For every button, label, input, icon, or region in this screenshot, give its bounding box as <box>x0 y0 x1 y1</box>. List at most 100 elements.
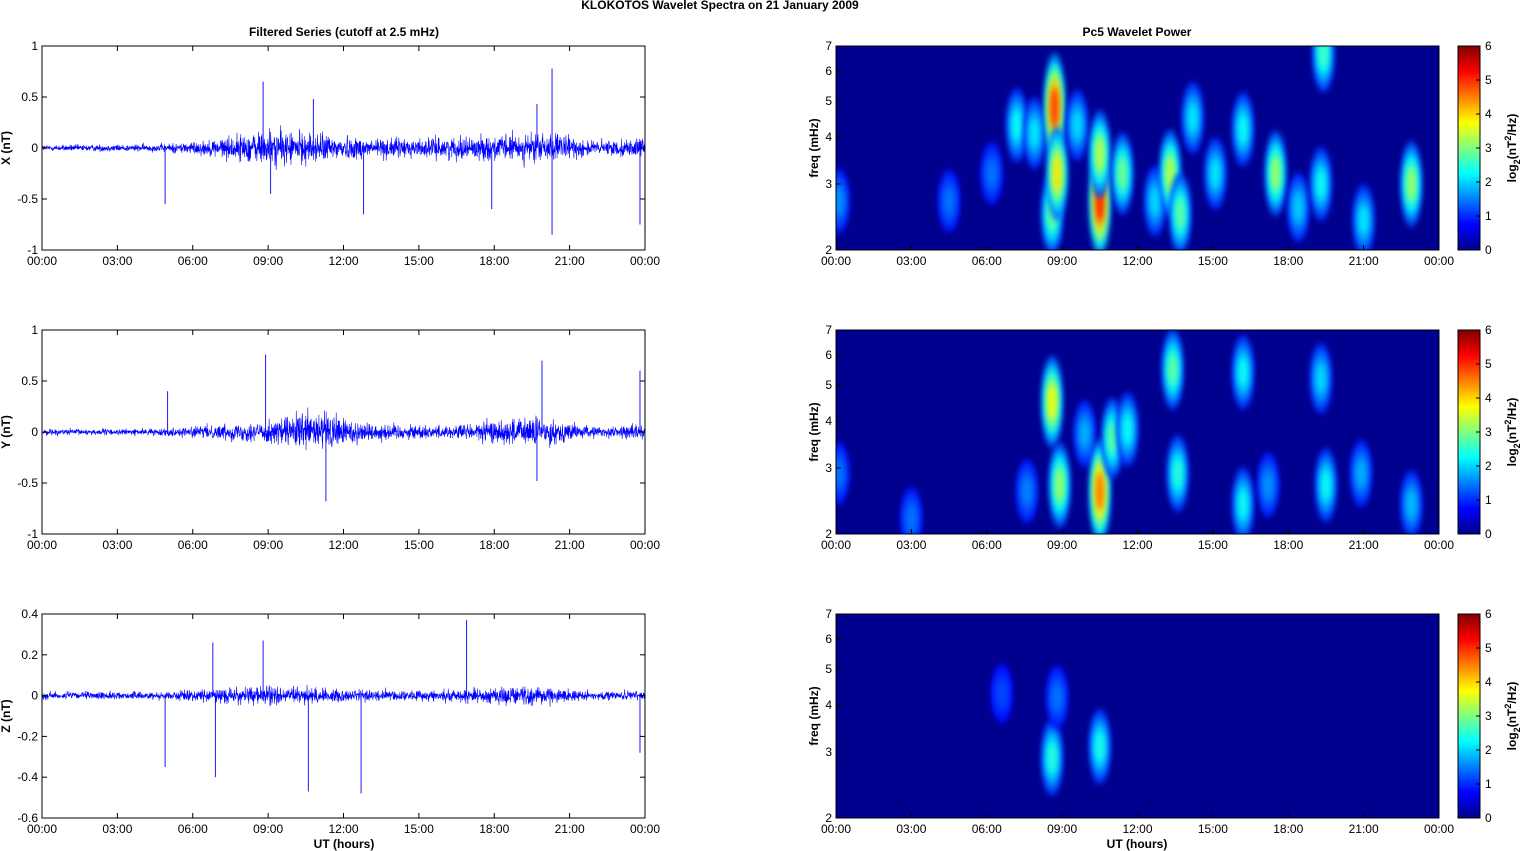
xtick-label: 09:00 <box>1047 538 1077 552</box>
ytick-label: 5 <box>825 378 832 392</box>
colorbar-tick-label: 0 <box>1485 811 1492 825</box>
wavelet-background <box>836 614 1439 818</box>
xtick-label: 00:00 <box>821 822 851 836</box>
xtick-label: 12:00 <box>1122 538 1152 552</box>
ytick-label: 0 <box>31 141 38 155</box>
power-blob <box>836 188 843 214</box>
xtick-label: 06:00 <box>178 254 208 268</box>
power-blob <box>1048 743 1057 772</box>
power-blob <box>1211 160 1220 187</box>
colorbar-tick-label: 1 <box>1485 209 1492 223</box>
ytick-label: 1 <box>31 39 38 53</box>
colorbar: 6 5 4 3 2 1 0 log2(nT2/Hz) <box>1457 607 1522 825</box>
ytick-label: 1 <box>31 323 38 337</box>
colorbar-tick-label: 5 <box>1485 73 1492 87</box>
xtick-label: 06:00 <box>972 822 1002 836</box>
xtick-label: 03:00 <box>896 538 926 552</box>
ytick-label: 5 <box>825 94 832 108</box>
power-blob <box>945 189 954 213</box>
power-blob <box>1095 732 1104 761</box>
xtick-label: 15:00 <box>1198 254 1228 268</box>
ytick-label: 7 <box>825 39 832 53</box>
left-column-title: Filtered Series (cutoff at 2.5 mHz) <box>249 25 439 39</box>
ytick-label: 2 <box>825 811 832 825</box>
wavelet-blobs <box>836 46 1423 250</box>
xtick-label: 03:00 <box>896 822 926 836</box>
power-blob <box>1166 157 1175 190</box>
power-blob <box>1319 46 1328 68</box>
xtick-label: 00:00 <box>1424 538 1454 552</box>
xtick-label: 03:00 <box>102 538 132 552</box>
xtick-label: 00:00 <box>27 822 57 836</box>
xtick-label: 21:00 <box>1349 822 1379 836</box>
colorbar-tick-label: 2 <box>1485 175 1492 189</box>
power-blob <box>1080 421 1089 447</box>
ytick-label: 0 <box>31 689 38 703</box>
colorbar-tick-label: 4 <box>1485 675 1492 689</box>
signal-line <box>41 407 646 451</box>
power-blob <box>1239 490 1248 519</box>
colorbar-label: log2(nT2/Hz) <box>1503 114 1522 183</box>
colorbar-tick-label: 0 <box>1485 243 1492 257</box>
ytick-label: 4 <box>825 698 832 712</box>
power-blob <box>1118 158 1127 189</box>
power-blob <box>1055 469 1064 502</box>
power-blob <box>1176 198 1185 229</box>
xtick-label: 00:00 <box>630 254 660 268</box>
power-blob <box>1123 415 1132 444</box>
ytick-label: 3 <box>825 745 832 759</box>
signal-line <box>41 684 646 707</box>
power-blob <box>1357 460 1366 487</box>
power-blob <box>1168 354 1177 385</box>
power-blob <box>1073 112 1082 139</box>
ytick-label: 6 <box>825 64 832 78</box>
timeseries-panel-y: 10.50-0.5-100:00 03:00 06:00 09:00 12:00 15:0… <box>0 323 660 552</box>
power-blob <box>1095 137 1104 171</box>
xtick-label: 09:00 <box>253 254 283 268</box>
xtick-label: 03:00 <box>102 254 132 268</box>
wavelet-blobs <box>836 330 1423 534</box>
xtick-label: 09:00 <box>1047 822 1077 836</box>
panels: 10.50-0.5-100:00 03:00 06:00 09:00 12:00 15:0… <box>0 39 1522 836</box>
ylabel: Z (nT) <box>0 699 13 732</box>
ytick-label: -0.6 <box>17 811 38 825</box>
colorbar-tick-label: 2 <box>1485 459 1492 473</box>
xtick-label: 00:00 <box>1424 822 1454 836</box>
xtick-label: 12:00 <box>328 538 358 552</box>
ylabel: Y (nT) <box>0 415 13 449</box>
xtick-label: 12:00 <box>328 254 358 268</box>
power-blob <box>1239 115 1248 144</box>
xtick-label: 21:00 <box>555 538 585 552</box>
power-blob <box>987 161 996 186</box>
power-blob <box>1173 459 1182 488</box>
timeseries-panel-x: 10.50-0.5-100:00 03:00 06:00 09:00 12:00 15:0… <box>0 39 660 268</box>
ytick-label: 0 <box>31 425 38 439</box>
wavelet-blobs <box>991 663 1111 797</box>
xtick-label: 21:00 <box>555 254 585 268</box>
power-blob <box>907 506 916 531</box>
colorbar-tick-label: 5 <box>1485 641 1492 655</box>
xtick-label: 12:00 <box>1122 822 1152 836</box>
xtick-label: 21:00 <box>1349 538 1379 552</box>
power-blob <box>1316 365 1325 392</box>
xtick-label: 06:00 <box>178 822 208 836</box>
colorbar-tick-label: 6 <box>1485 607 1492 621</box>
xtick-label: 18:00 <box>1273 822 1303 836</box>
power-blob <box>997 682 1006 705</box>
xtick-label: 00:00 <box>27 538 57 552</box>
xtick-label: 06:00 <box>178 538 208 552</box>
colorbar-tick-label: 3 <box>1485 425 1492 439</box>
colorbar: 6 5 4 3 2 1 0 log2(nT2/Hz) <box>1457 39 1522 257</box>
xtick-label: 15:00 <box>404 538 434 552</box>
xtick-label: 21:00 <box>555 822 585 836</box>
colorbar-tick-label: 4 <box>1485 107 1492 121</box>
xtick-label: 00:00 <box>630 538 660 552</box>
power-blob <box>1151 187 1160 215</box>
ytick-label: 4 <box>825 414 832 428</box>
ytick-label: -1 <box>27 243 38 257</box>
power-blob <box>1294 194 1303 221</box>
xtick-label: 00:00 <box>27 254 57 268</box>
ytick-label: 3 <box>825 177 832 191</box>
